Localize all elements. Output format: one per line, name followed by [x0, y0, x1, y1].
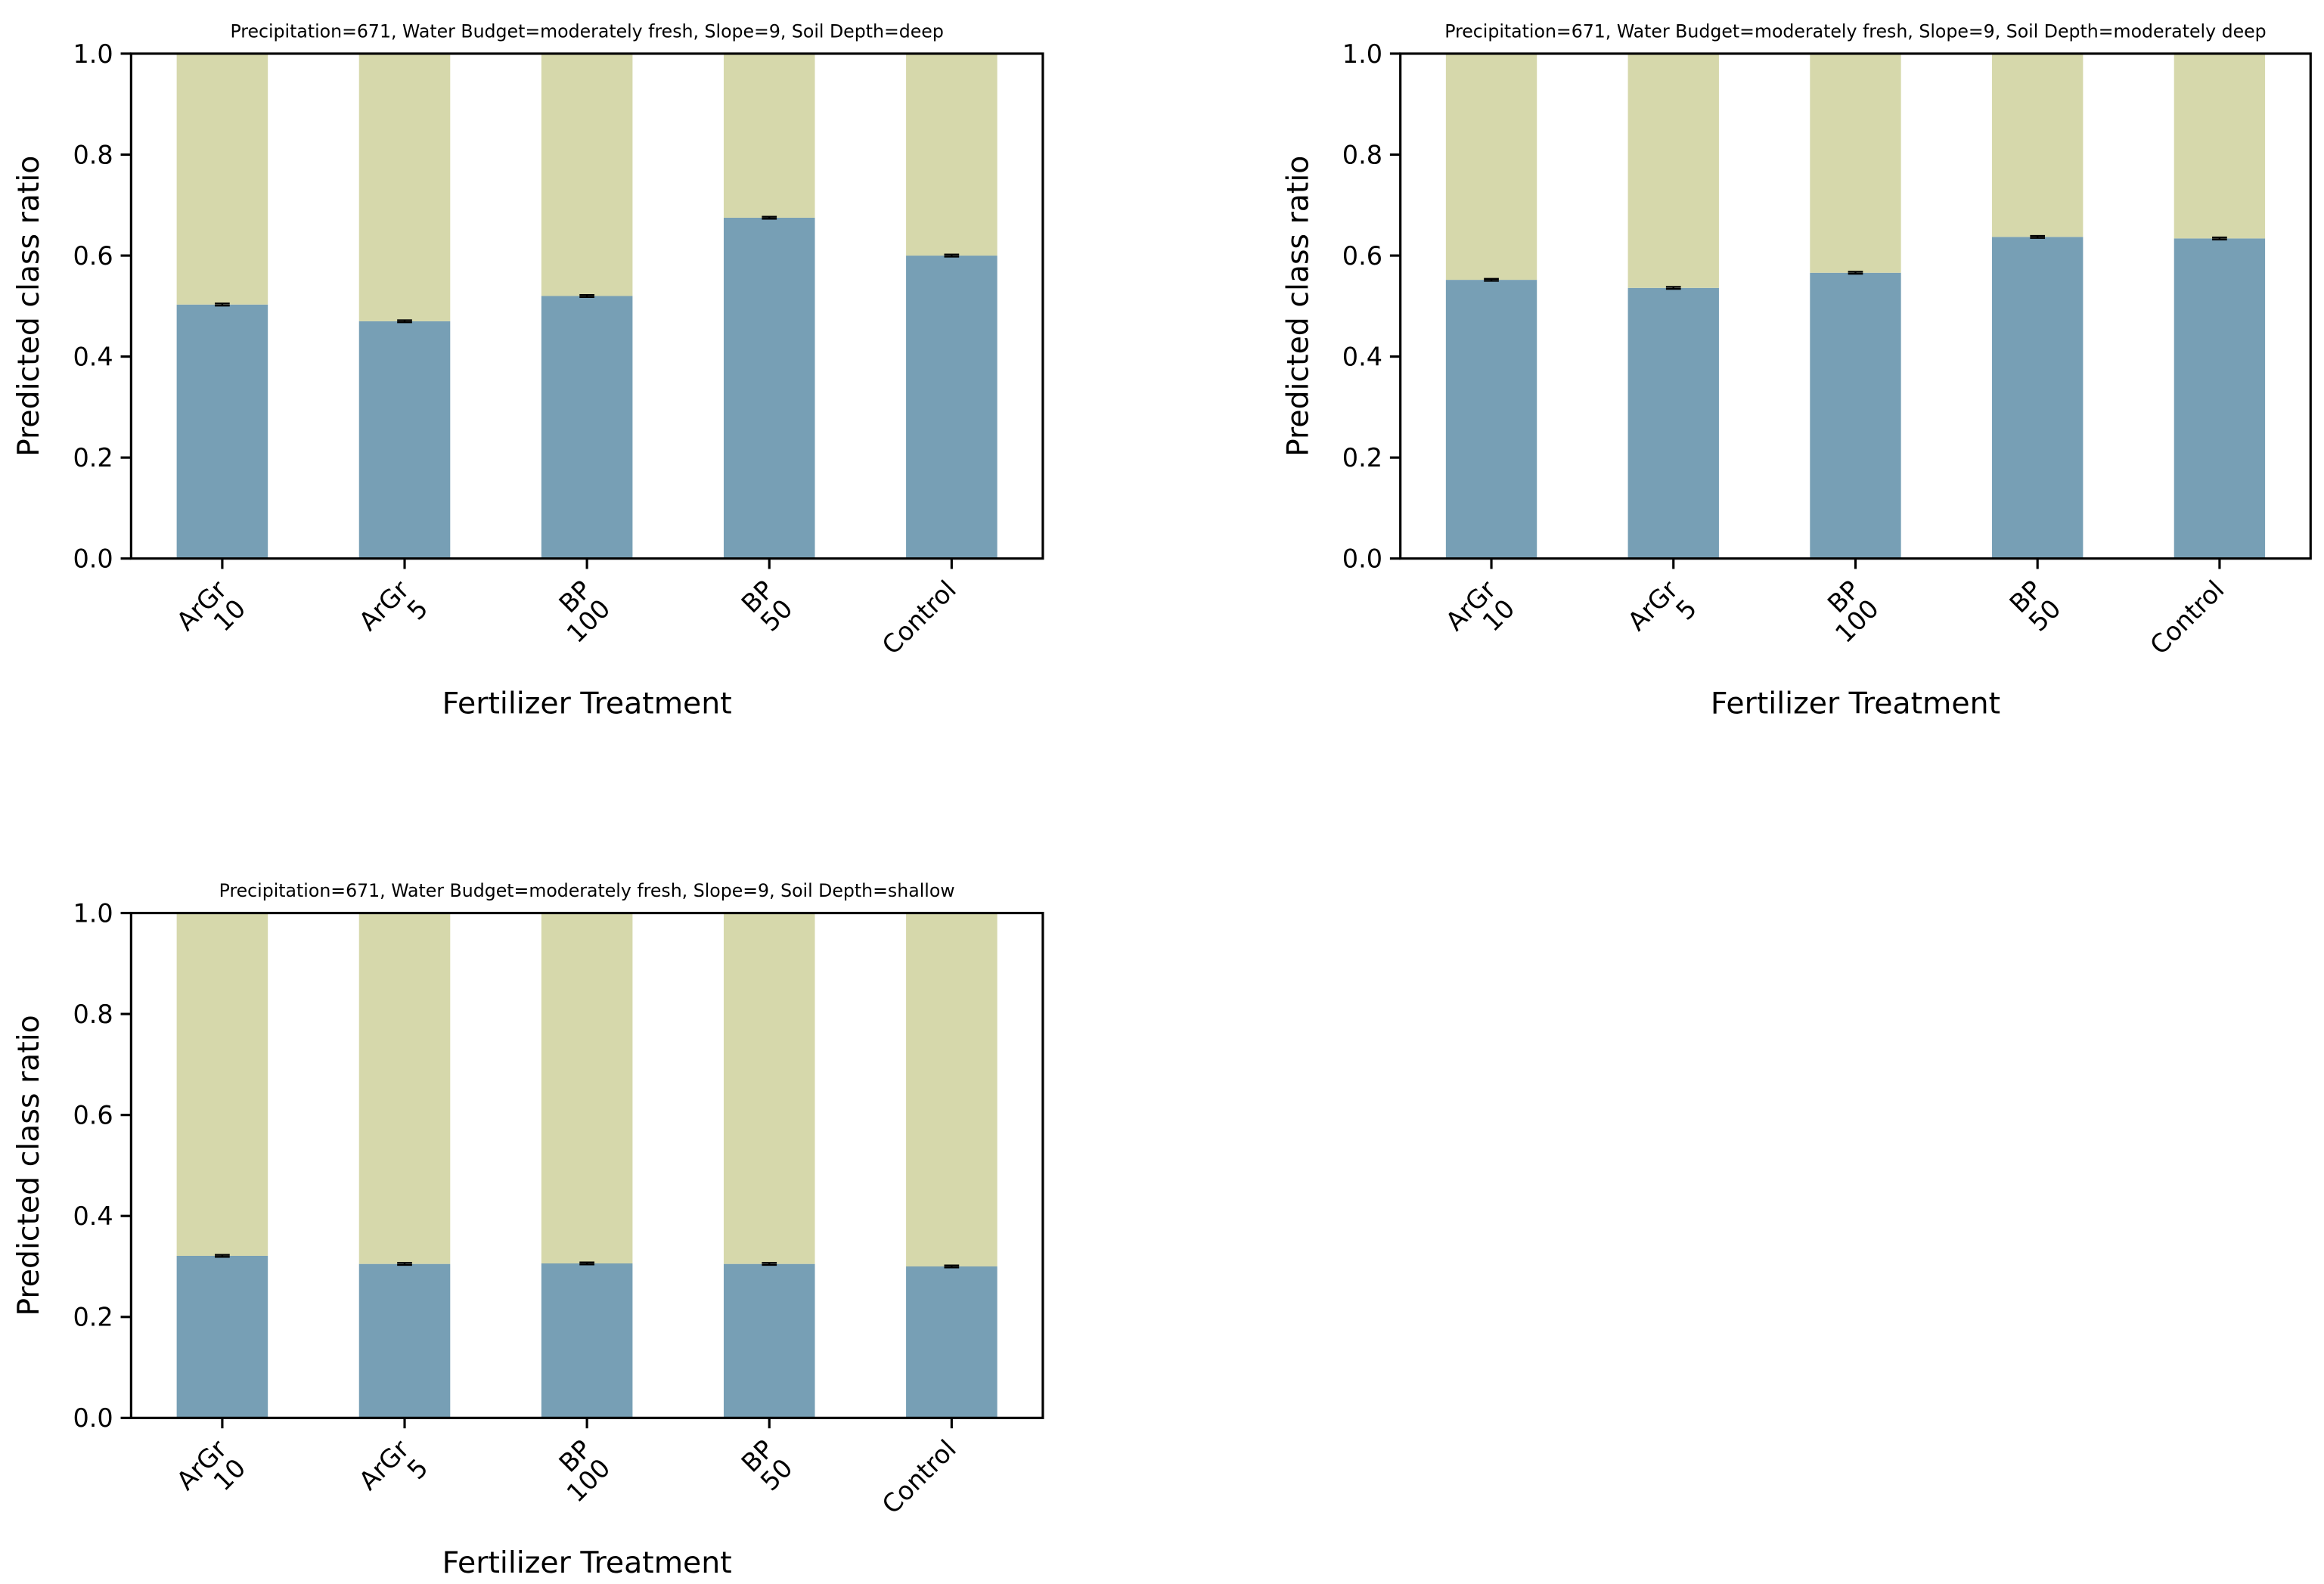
- y-tick-label: 0.2: [1342, 443, 1382, 473]
- bar-segment: [723, 53, 815, 218]
- y-tick-label: 1.0: [73, 898, 113, 928]
- bar-segment: [1445, 280, 1537, 559]
- y-tick-label: 0.4: [1342, 342, 1382, 371]
- error-bar: [2212, 236, 2227, 240]
- bar-segment: [541, 53, 633, 296]
- x-tick-label: Control: [877, 1434, 962, 1520]
- x-tick-label: BP100: [542, 1434, 616, 1508]
- y-tick-label: 0.4: [73, 342, 113, 371]
- y-tick-label: 0.6: [73, 1100, 113, 1130]
- bar-segment: [2174, 53, 2266, 239]
- x-tick-label: BP50: [2004, 575, 2067, 637]
- x-axis-label: Fertilizer Treatment: [442, 1545, 732, 1580]
- x-axis-label: Fertilizer Treatment: [442, 687, 732, 721]
- y-tick-label: 1.0: [73, 39, 113, 69]
- error-bar: [1665, 286, 1681, 290]
- bar-segment: [723, 1263, 815, 1418]
- error-bar: [762, 1262, 777, 1266]
- bar-segment: [541, 296, 633, 559]
- bar-segment: [1810, 53, 1901, 273]
- error-bar: [1848, 271, 1863, 275]
- bar-segment: [906, 256, 998, 559]
- bar-segment: [1992, 53, 2084, 237]
- x-tick-label: ArGr5: [353, 1434, 434, 1515]
- y-tick-label: 0.6: [73, 241, 113, 271]
- y-tick-label: 0.8: [73, 140, 113, 169]
- bar-segment: [723, 913, 815, 1264]
- y-tick-label: 0.8: [73, 1000, 113, 1029]
- bar-segment: [358, 913, 451, 1264]
- bar-segment: [176, 304, 268, 559]
- error-bar: [944, 253, 960, 258]
- error-bar: [944, 1264, 960, 1269]
- y-tick-label: 0.2: [73, 443, 113, 473]
- error-bar: [215, 302, 230, 307]
- x-tick-label: ArGr10: [1440, 575, 1521, 656]
- y-tick-label: 0.4: [73, 1201, 113, 1231]
- error-bar: [397, 1262, 412, 1266]
- y-axis-label: Predicted class ratio: [11, 1015, 46, 1316]
- error-bar: [2030, 234, 2046, 239]
- subplot-title: Precipitation=671, Water Budget=moderate…: [230, 20, 943, 42]
- bar-segment: [176, 913, 268, 1256]
- y-tick-label: 0.0: [1342, 544, 1382, 574]
- bar-segment: [1810, 272, 1901, 559]
- y-axis-label: Predicted class ratio: [1281, 156, 1316, 457]
- x-tick-label: ArGr5: [1622, 575, 1703, 656]
- bar-segment: [358, 321, 451, 559]
- subplot-title: Precipitation=671, Water Budget=moderate…: [219, 880, 955, 901]
- x-tick-label: BP50: [736, 575, 799, 637]
- error-bar: [215, 1254, 230, 1258]
- bar-segment: [1627, 287, 1719, 559]
- y-tick-label: 0.2: [73, 1303, 113, 1332]
- x-axis-label: Fertilizer Treatment: [1711, 687, 2000, 721]
- x-tick-label: ArGr10: [171, 1434, 252, 1515]
- x-tick-label: Control: [2144, 575, 2229, 660]
- y-tick-label: 0.0: [73, 544, 113, 574]
- x-tick-label: ArGr10: [171, 575, 252, 656]
- x-tick-label: BP100: [542, 575, 616, 649]
- bar-segment: [906, 53, 998, 256]
- bar-segment: [358, 1263, 451, 1418]
- bar-segment: [906, 1266, 998, 1418]
- error-bar: [1484, 277, 1499, 282]
- x-tick-label: BP50: [736, 1434, 799, 1497]
- bar-segment: [1627, 53, 1719, 288]
- bar-segment: [358, 53, 451, 321]
- bar-segment: [906, 913, 998, 1267]
- subplot: Precipitation=671, Water Budget=moderate…: [1281, 20, 2312, 721]
- bar-segment: [541, 913, 633, 1263]
- x-tick-label: BP100: [1810, 575, 1885, 649]
- error-bar: [397, 319, 412, 324]
- subplot: Precipitation=671, Water Budget=moderate…: [11, 880, 1044, 1580]
- x-tick-label: Control: [877, 575, 962, 660]
- bar-segment: [1445, 53, 1537, 281]
- error-bar: [579, 1261, 594, 1266]
- y-axis-label: Predicted class ratio: [11, 156, 46, 457]
- bar-segment: [1992, 237, 2084, 559]
- y-tick-label: 0.6: [1342, 241, 1382, 271]
- error-bar: [762, 215, 777, 220]
- bar-segment: [541, 1263, 633, 1418]
- y-tick-label: 1.0: [1342, 39, 1382, 69]
- x-tick-label: ArGr5: [353, 575, 434, 656]
- y-tick-label: 0.0: [73, 1403, 113, 1433]
- bar-segment: [723, 217, 815, 559]
- subplot-title: Precipitation=671, Water Budget=moderate…: [1444, 20, 2266, 42]
- bar-segment: [2174, 238, 2266, 559]
- error-bar: [579, 293, 594, 298]
- y-tick-label: 0.8: [1342, 140, 1382, 169]
- bar-segment: [176, 1255, 268, 1418]
- subplot: Precipitation=671, Water Budget=moderate…: [11, 20, 1044, 721]
- bar-segment: [176, 53, 268, 305]
